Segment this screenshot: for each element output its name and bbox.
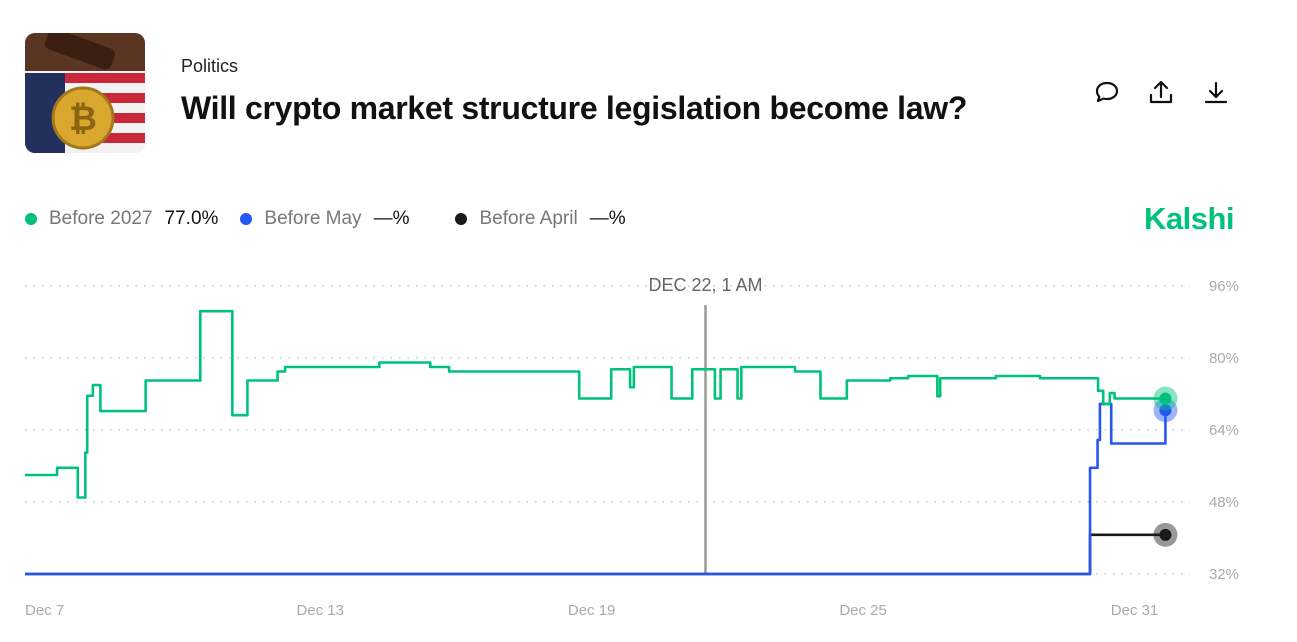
- legend-value: —%: [373, 208, 410, 229]
- legend-value: —%: [589, 208, 626, 229]
- x-tick-label: Dec 25: [839, 602, 887, 619]
- download-icon: [1204, 81, 1228, 104]
- legend-value: 77.0%: [164, 208, 219, 229]
- series-dot-icon: [455, 213, 468, 225]
- download-button[interactable]: [1201, 78, 1231, 108]
- legend-item-before-april[interactable]: Before April —%: [455, 208, 626, 230]
- series-line-before-april: [25, 533, 1166, 576]
- legend-item-before-may[interactable]: Before May —%: [240, 208, 409, 230]
- kalshi-logo[interactable]: Kalshi: [1144, 201, 1235, 236]
- hover-label: DEC 22, 1 AM: [648, 275, 762, 295]
- legend-label: Before April: [479, 208, 578, 229]
- y-tick-label: 96%: [1209, 278, 1239, 295]
- series-end-dot: [1159, 392, 1172, 405]
- series-end-dot: [1159, 528, 1172, 541]
- market-category[interactable]: Politics: [181, 56, 239, 76]
- share-icon: [1149, 80, 1173, 104]
- svg-text:₿: ₿: [69, 99, 97, 139]
- market-title: Will crypto market structure legislation…: [181, 90, 968, 126]
- legend-label: Before May: [264, 208, 362, 229]
- series-dot-icon: [25, 213, 37, 225]
- x-tick-label: Dec 31: [1111, 602, 1159, 619]
- series-line-before-2027: [25, 309, 1166, 499]
- share-button[interactable]: [1146, 78, 1176, 108]
- chart-legend: Before 2027 77.0% Before May —% Before A…: [25, 208, 648, 230]
- price-chart[interactable]: 96% 80% 64% 48% 32% Dec 7 Dec 13 Dec 19 Dec 25 De…: [0, 260, 1297, 642]
- y-tick-label: 80%: [1209, 350, 1239, 367]
- series-line-before-may: [25, 402, 1167, 576]
- legend-label: Before 2027: [49, 208, 153, 229]
- y-tick-label: 48%: [1209, 494, 1239, 511]
- comment-icon: [1095, 81, 1119, 103]
- x-tick-label: Dec 7: [25, 602, 64, 619]
- y-tick-label: 32%: [1209, 566, 1239, 583]
- x-tick-label: Dec 13: [296, 602, 344, 619]
- market-thumbnail: ₿: [25, 33, 145, 153]
- legend-item-before-2027[interactable]: Before 2027 77.0%: [25, 208, 218, 230]
- x-tick-label: Dec 19: [568, 602, 616, 619]
- y-tick-label: 64%: [1209, 422, 1239, 439]
- comment-button[interactable]: [1092, 78, 1122, 108]
- series-end-dot: [1159, 404, 1172, 417]
- series-dot-icon: [240, 213, 253, 225]
